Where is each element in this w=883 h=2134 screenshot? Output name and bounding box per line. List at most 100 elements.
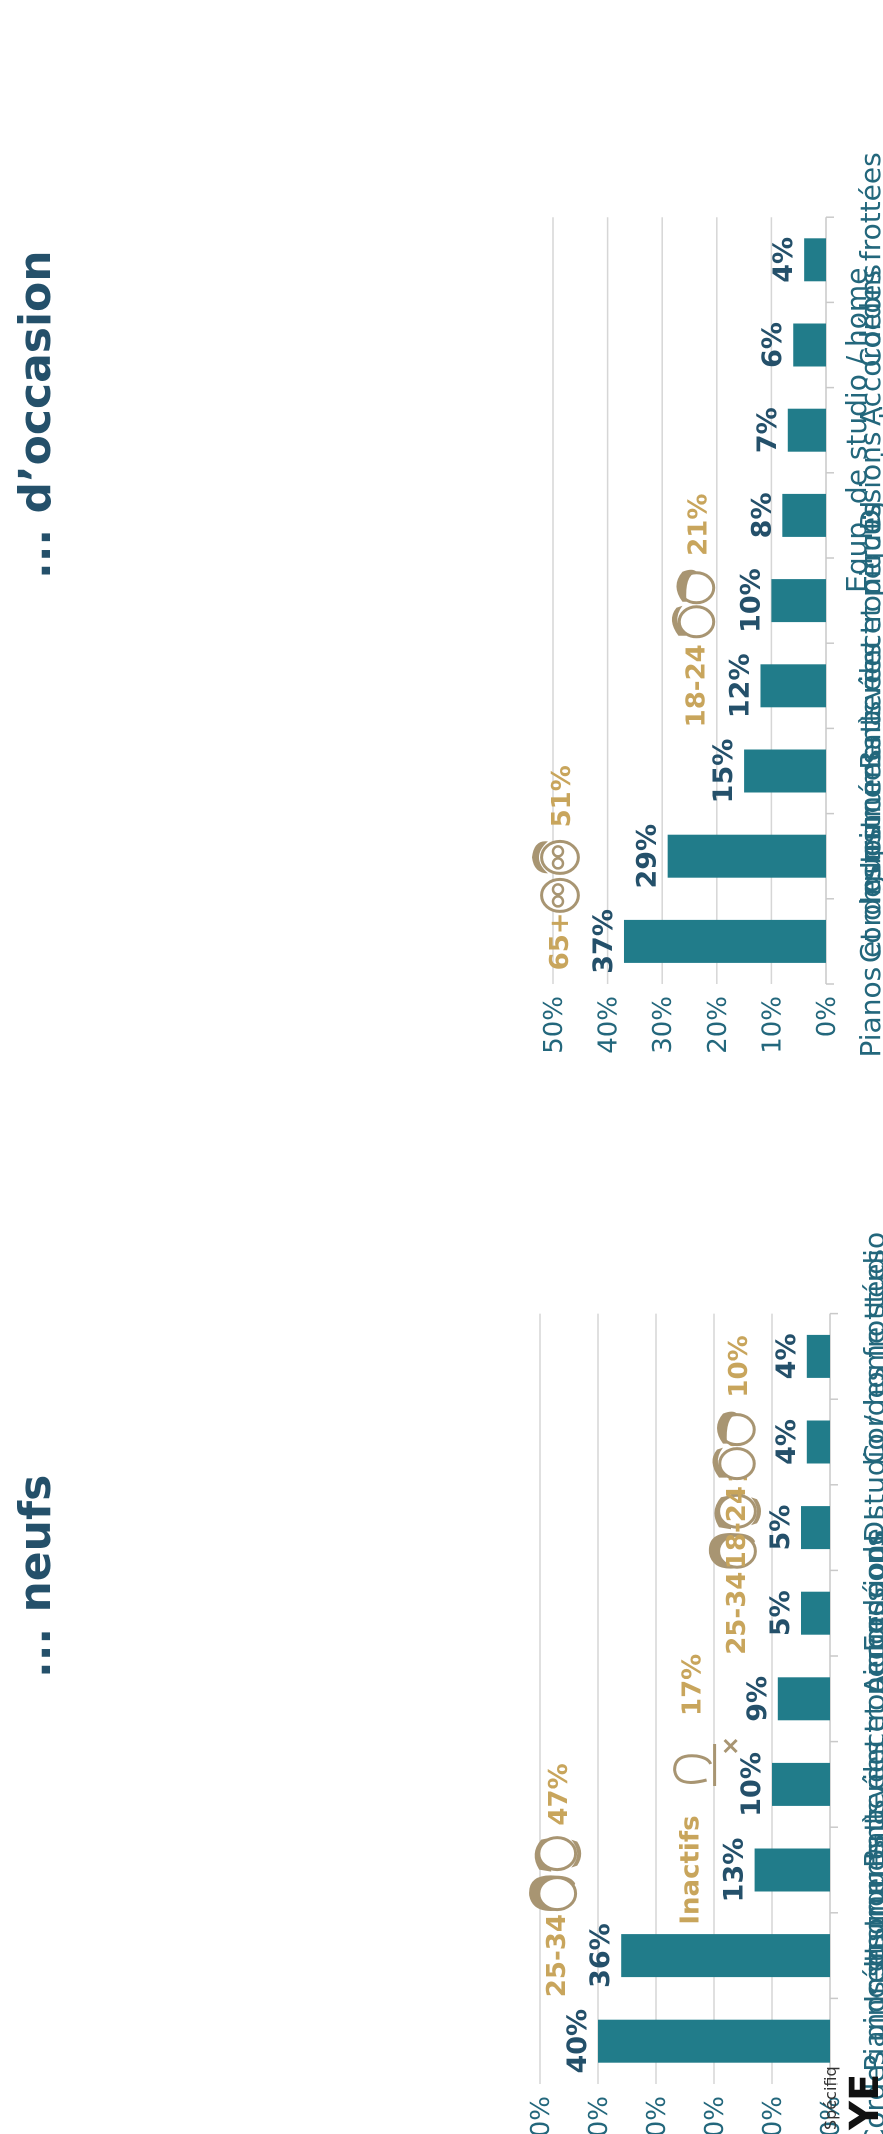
senior-couple-icon <box>531 839 580 913</box>
value-label: 36% <box>585 1923 616 1988</box>
bar-cordes-frottees <box>804 238 826 282</box>
category-label: Pianos et orgues <box>858 1840 883 2072</box>
category-label: Cordes frottées <box>858 1249 883 1464</box>
y-tick-label: 50% <box>539 996 569 1054</box>
bar-cordes-frottees <box>806 1334 830 1378</box>
category-label: Instruments électroniques <box>854 502 883 869</box>
annotation-label: 18-24 <box>681 644 711 727</box>
hair-shape <box>676 569 697 602</box>
head-shape <box>673 1754 713 1784</box>
head-shape <box>717 1533 757 1569</box>
y-tick-label: 30% <box>642 2096 672 2134</box>
glasses-shape <box>551 845 565 858</box>
value-label: 6% <box>757 322 788 368</box>
y-tick-label: 0% <box>816 2096 846 2134</box>
y-tick-label: 30% <box>648 996 678 1054</box>
head-shape <box>718 1447 756 1481</box>
chart-new-instruments: ... neufs 0%10%20%30%40%50% 40%36%13%10%… <box>10 1232 883 2134</box>
brand-logo: YE Spécifiq <box>821 2066 883 2131</box>
bar-layer <box>598 1334 831 2063</box>
category-label: Accordéons <box>854 264 883 426</box>
category-label: Batteries et percussions <box>854 432 883 770</box>
tick-layer: 0% 10% 20% 30% 40% 50% <box>539 996 842 1054</box>
annotation-value: 51% <box>547 765 577 827</box>
bar-accordeons <box>801 1591 830 1635</box>
y-tick-label: 20% <box>700 2096 730 2134</box>
y-tick-label: 40% <box>594 996 624 1054</box>
value-label: 5% <box>765 1590 796 1636</box>
glasses-shape <box>551 883 565 896</box>
y-tick-label: 0% <box>812 996 842 1037</box>
category-label: Cordes pincées <box>854 749 883 963</box>
y-tick-label: 50% <box>526 2096 556 2134</box>
annotation-value: 47% <box>544 1763 574 1825</box>
y-tick-label: 40% <box>584 2096 614 2134</box>
category-label: Instruments à vent <box>858 1737 883 2003</box>
bar-equp-de-studio-home-studio <box>787 408 827 452</box>
bar-batteries-et-percussions <box>771 579 827 623</box>
logo-text: Spécifiq <box>821 2066 840 2130</box>
head-shape <box>540 877 580 913</box>
category-label: DJ <box>858 1513 883 1543</box>
head-shape <box>717 1493 757 1529</box>
value-label: 13% <box>719 1838 750 1903</box>
glasses-shape <box>551 857 565 870</box>
cross-shape <box>723 1738 738 1754</box>
y-tick-label: 10% <box>758 2096 788 2134</box>
bar-cordes-pincees <box>598 2019 830 2063</box>
category-label: Batteries et percussions <box>858 1530 883 1868</box>
annotation-label: Inactifs <box>676 1815 706 1924</box>
bar-dj <box>801 1506 830 1550</box>
value-label: 10% <box>735 568 766 633</box>
annotation-label: 25-34 <box>722 1572 752 1655</box>
value-label: 29% <box>632 824 663 889</box>
category-label: DJ <box>854 500 883 530</box>
head-shape <box>537 1836 578 1872</box>
value-label: 5% <box>765 1505 796 1551</box>
category-label: Accordéons <box>858 1532 883 1694</box>
bar-instruments-electroniques <box>772 1762 830 1806</box>
bar-pianos-et-orgues <box>623 919 826 963</box>
chart-title-new: ... neufs <box>10 1475 61 1678</box>
chart-title-used: ... d’occasion <box>10 250 61 579</box>
head-shape <box>537 1876 578 1912</box>
bar-pianos-et-orgues <box>621 1934 831 1978</box>
young-people-icon <box>712 1411 756 1481</box>
category-label-line: Equp. de studio / home <box>840 268 873 593</box>
value-label: 4% <box>771 1419 802 1465</box>
head-shape <box>677 605 716 639</box>
y-tick-label: 20% <box>703 996 733 1054</box>
value-label: 12% <box>724 653 755 718</box>
annotation-layer: 65+ 51% 18-24 21% <box>531 494 716 970</box>
annotation-label: 65+ <box>545 912 575 970</box>
annotation-value: 17% <box>678 1654 708 1716</box>
value-label: 15% <box>708 739 739 804</box>
rotated-charts: ... neufs 0% 10% 20% 30% 40% 50% 40% 36% 13% 10%… <box>10 152 883 2134</box>
annotation-value: 10% <box>724 1335 754 1397</box>
bar-layer <box>623 238 827 963</box>
beard-shape <box>571 1839 582 1868</box>
category-label: Instruments électroniques <box>858 1601 883 1968</box>
annotation-value: 21% <box>683 494 713 556</box>
category-label: Cordes pincées <box>858 1934 883 2134</box>
hair-shape <box>671 605 687 636</box>
y-tick-label: 10% <box>757 996 787 1054</box>
bar-instruments-electroniques <box>760 664 826 708</box>
label-layer: 40% 36% 13% 10% 9% 5% 5% 4% 4% <box>562 1333 802 2073</box>
bar-instruments-a-vent <box>754 1848 830 1892</box>
woman-man-icon <box>529 1836 582 1912</box>
bar-equp-de-studio-home-studio <box>806 1420 830 1464</box>
value-label: 7% <box>752 407 783 453</box>
category-label: Equp. de studio / home studio <box>858 1232 883 1652</box>
bar-instruments-a-vent <box>744 749 826 793</box>
bar-batteries-et-percussions <box>777 1677 830 1721</box>
logo-mark: YE <box>842 2074 883 2131</box>
value-label: 9% <box>742 1676 773 1722</box>
unemployed-icon <box>673 1738 738 1786</box>
beard-shape <box>751 1497 761 1526</box>
young-people-icon <box>671 569 716 639</box>
